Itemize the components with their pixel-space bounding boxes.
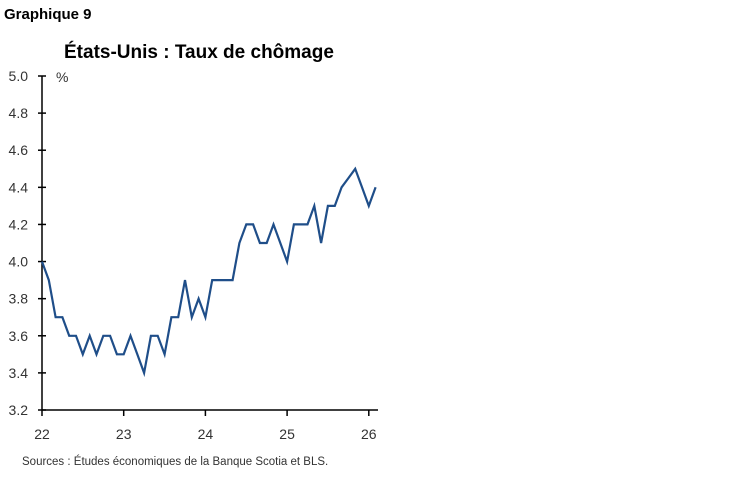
y-tick-label: 4.6 [9, 142, 29, 158]
x-tick-label: 26 [361, 426, 377, 442]
y-tick-label: 3.2 [9, 402, 29, 418]
source-note: Sources : Études économiques de la Banqu… [22, 456, 329, 468]
y-tick-label: 3.8 [9, 291, 29, 307]
y-tick-label: 3.6 [9, 328, 29, 344]
y-tick-label: 4.2 [9, 216, 29, 232]
chart-title: États-Unis : Taux de chômage [64, 42, 334, 63]
x-tick-label: 25 [279, 426, 295, 442]
x-tick-label: 23 [116, 426, 132, 442]
unemployment-rate-line [40, 166, 377, 378]
figure-label: Graphique 9 [4, 6, 92, 23]
y-tick-label: 4.0 [9, 254, 29, 270]
x-tick-label: 22 [34, 426, 50, 442]
y-tick-label: 3.4 [9, 365, 29, 381]
y-tick-label: 4.8 [9, 105, 29, 121]
y-tick-label: 5.0 [9, 68, 29, 84]
x-tick-label: 24 [198, 426, 214, 442]
y-axis-unit: % [56, 69, 68, 85]
y-tick-label: 4.4 [9, 179, 29, 195]
